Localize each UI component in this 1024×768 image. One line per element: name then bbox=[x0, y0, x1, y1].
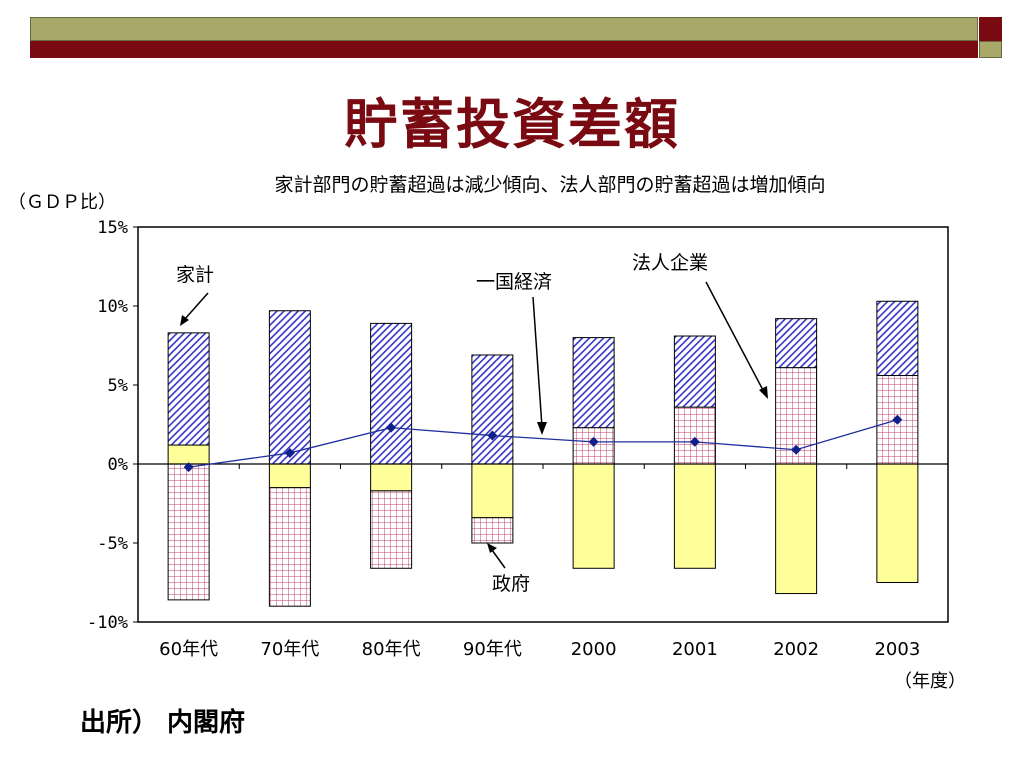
header-corner-maroon bbox=[979, 17, 1002, 41]
bar-government bbox=[673, 463, 716, 569]
annotation-government-arrow bbox=[491, 549, 506, 569]
source-note: 出所） 内閣府 bbox=[80, 708, 246, 738]
header-band-maroon bbox=[30, 41, 978, 58]
annotation-corporate: 法人企業 bbox=[632, 252, 708, 274]
bar-government bbox=[370, 463, 413, 492]
bar-government bbox=[775, 463, 818, 595]
header-band-olive bbox=[30, 17, 978, 41]
point-economy bbox=[386, 422, 397, 433]
point-economy bbox=[183, 462, 194, 473]
annotation-household-arrowhead bbox=[180, 315, 189, 326]
y-tick-label: -5% bbox=[97, 534, 128, 554]
x-tick-label: 70年代 bbox=[260, 639, 319, 660]
bar-corporate bbox=[167, 463, 210, 601]
bar-household bbox=[775, 318, 818, 369]
bar-corporate bbox=[370, 490, 413, 569]
annotation-government-arrowhead bbox=[487, 543, 497, 553]
bar-government bbox=[876, 463, 919, 583]
slide-title: 貯蓄投資差額 bbox=[344, 93, 680, 156]
bar-household bbox=[572, 337, 615, 429]
x-tick-label: 2002 bbox=[773, 639, 819, 660]
annotation-corporate-arrowhead bbox=[759, 386, 768, 399]
annotation-household: 家計 bbox=[176, 264, 214, 286]
point-economy bbox=[487, 430, 498, 441]
y-tick-label: 15% bbox=[97, 218, 128, 238]
annotation-economy-arrowhead bbox=[537, 422, 547, 435]
bar-household bbox=[471, 354, 514, 465]
annotation-household-arrow bbox=[183, 292, 209, 321]
bar-corporate bbox=[673, 406, 716, 465]
bar-government bbox=[268, 463, 311, 489]
point-economy bbox=[892, 414, 903, 425]
annotation-corporate-arrow bbox=[705, 281, 765, 393]
x-tick-label: 80年代 bbox=[362, 639, 421, 660]
chart-subtitle: 家計部門の貯蓄超過は減少傾向、法人部門の貯蓄超過は増加傾向 bbox=[274, 174, 826, 196]
x-axis-unit-label: （年度） bbox=[894, 671, 966, 692]
point-economy bbox=[791, 444, 802, 455]
bar-household bbox=[370, 322, 413, 465]
bar-household bbox=[673, 335, 716, 408]
x-tick-label: 2000 bbox=[571, 639, 617, 660]
bar-corporate bbox=[268, 487, 311, 607]
bar-government bbox=[572, 463, 615, 569]
bar-household bbox=[876, 300, 919, 377]
bar-household bbox=[268, 310, 311, 465]
y-tick-label: 10% bbox=[97, 297, 128, 317]
point-economy bbox=[284, 447, 295, 458]
x-tick-label: 60年代 bbox=[159, 639, 218, 660]
bar-corporate bbox=[471, 517, 514, 544]
header-corner-olive bbox=[979, 41, 1002, 58]
x-tick-label: 90年代 bbox=[463, 639, 522, 660]
annotation-economy: 一国経済 bbox=[476, 271, 552, 293]
x-tick-label: 2003 bbox=[874, 639, 920, 660]
bar-government bbox=[167, 444, 210, 465]
y-tick-label: 5% bbox=[108, 376, 128, 396]
x-tick-label: 2001 bbox=[672, 639, 718, 660]
y-tick-label: -10% bbox=[87, 613, 128, 633]
y-axis-unit-label: （ＧＤＰ比） bbox=[8, 192, 116, 213]
y-tick-label: 0% bbox=[108, 455, 128, 475]
bar-household bbox=[167, 332, 210, 446]
annotation-economy-arrow bbox=[532, 296, 543, 428]
line-economy bbox=[188, 419, 898, 468]
annotation-layer: 家計 一国経済 法人企業 政府 bbox=[176, 252, 768, 595]
annotation-government: 政府 bbox=[492, 573, 530, 595]
point-economy bbox=[588, 436, 599, 447]
bar-government bbox=[471, 463, 514, 519]
point-economy bbox=[689, 436, 700, 447]
